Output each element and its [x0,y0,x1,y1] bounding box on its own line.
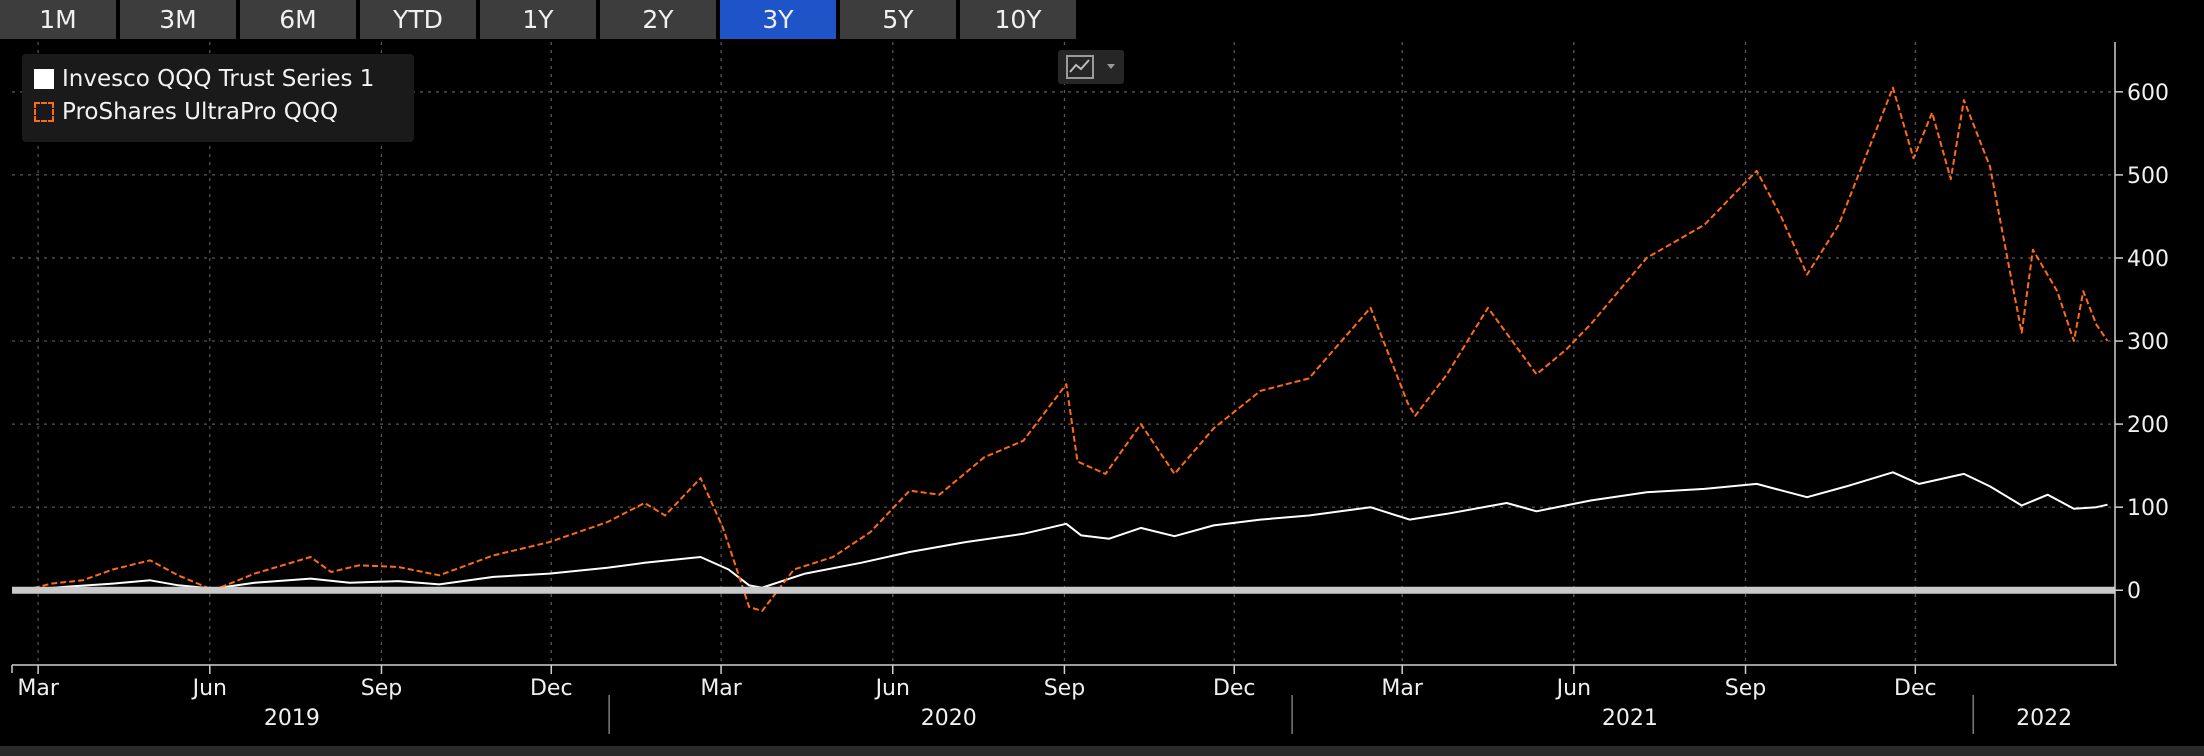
chart-type-button[interactable] [1058,50,1124,84]
x-tick-label: Mar [1381,676,1423,701]
legend-swatch-solid [34,69,54,89]
y-tick-label: 600 [2127,81,2169,106]
year-label: 2021 [1602,706,1658,731]
y-tick-label: 400 [2127,247,2169,272]
x-tick-label: Jun [874,676,910,701]
line-chart-icon [1066,55,1115,79]
series-line-0 [25,471,2108,592]
y-tick-label: 500 [2127,164,2169,189]
y-tick-label: 0 [2127,579,2141,604]
x-tick-label: Dec [1894,676,1937,701]
chevron-down-icon [1107,64,1115,69]
year-label: 2019 [264,706,320,731]
tab-3m[interactable]: 3M [120,0,236,39]
tab-3y[interactable]: 3Y [720,0,836,39]
year-label: 2020 [921,706,977,731]
tab-6m[interactable]: 6M [240,0,356,39]
series-line-1 [24,86,2109,612]
tab-1y[interactable]: 1Y [480,0,596,39]
tab-10y[interactable]: 10Y [960,0,1076,39]
period-tabs: 1M 3M 6M YTD 1Y 2Y 3Y 5Y 10Y [0,0,1080,41]
x-tick-label: Mar [700,676,742,701]
legend: Invesco QQQ Trust Series 1 ProShares Ult… [22,54,414,142]
year-label: 2022 [2016,706,2072,731]
year-dividers [608,695,1974,734]
bottom-bar [0,746,2204,756]
series-layer [24,86,2109,612]
x-tick-label: Dec [1213,676,1256,701]
tab-ytd[interactable]: YTD [360,0,476,39]
y-tick-label: 100 [2127,496,2169,521]
tab-1m[interactable]: 1M [0,0,116,39]
y-tick-label: 200 [2127,413,2169,438]
x-tick-label: Sep [1725,676,1766,701]
legend-label-tqqq: ProShares UltraPro QQQ [62,99,339,125]
legend-label-qqq: Invesco QQQ Trust Series 1 [62,66,375,92]
y-tick-label: 300 [2127,330,2169,355]
tab-5y[interactable]: 5Y [840,0,956,39]
x-tick-label: Jun [191,676,227,701]
legend-swatch-dashed [34,102,54,122]
x-tick-label: Jun [1555,676,1591,701]
x-tick-label: Sep [1044,676,1085,701]
x-tick-label: Mar [17,676,59,701]
x-tick-label: Dec [530,676,573,701]
tab-2y[interactable]: 2Y [600,0,716,39]
legend-item-tqqq: ProShares UltraPro QQQ [34,99,338,125]
x-tick-label: Sep [361,676,402,701]
x-axis: Mar Jun Sep Dec Mar Jun Sep Dec Mar Jun Sep Dec 2019… [17,665,2072,731]
legend-item-qqq: Invesco QQQ Trust Series 1 [34,66,374,92]
